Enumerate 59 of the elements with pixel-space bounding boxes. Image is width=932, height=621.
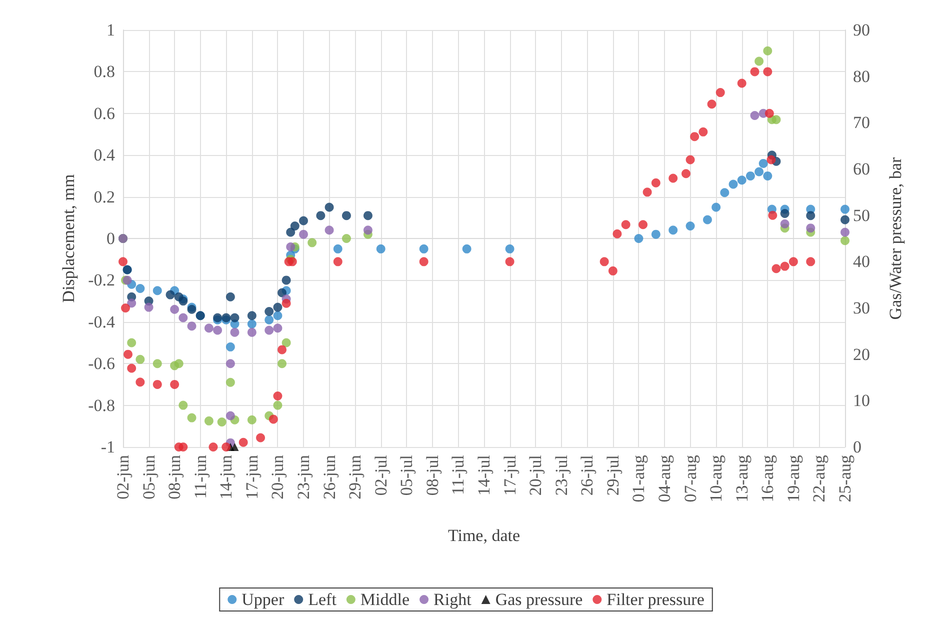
- x-tick-label: 10-aug: [706, 454, 726, 502]
- legend-label: Right: [434, 590, 472, 609]
- x-tick-label: 25-aug: [836, 454, 854, 502]
- x-tick-label: 26-jun: [320, 454, 339, 500]
- y2-tick-label: 90: [853, 20, 870, 40]
- y-tick-label: 0.6: [94, 104, 115, 123]
- x-tick-label: 17-jul: [500, 454, 520, 496]
- x-tick-label: 08-jun: [165, 454, 184, 500]
- y-tick-label: -0.6: [88, 354, 115, 374]
- x-tick-label: 14-jun: [216, 454, 236, 500]
- y-tick-label: 0.2: [94, 187, 115, 206]
- y2-tick-label: 20: [853, 344, 870, 364]
- x-tick-label: 20-jul: [526, 454, 546, 496]
- x-tick-label: 05-jul: [397, 454, 416, 496]
- y-tick-label: 0.8: [94, 62, 115, 82]
- x-tick-label: 07-aug: [680, 454, 700, 502]
- x-tick-label: 13-aug: [732, 454, 752, 502]
- x-tick-label: 01-aug: [629, 454, 648, 502]
- y-tick-label: -1: [100, 438, 115, 456]
- x-tick-label: 20-jun: [268, 454, 288, 500]
- y-tick-label: 0.4: [94, 146, 116, 165]
- x-axis-title: Time, date: [448, 526, 520, 545]
- x-tick-label: 02-jul: [371, 454, 390, 496]
- y2-tick-label: 70: [853, 113, 870, 132]
- y-tick-label: 0: [106, 229, 115, 248]
- x-tick-label: 22-aug: [810, 454, 829, 502]
- x-tick-label: 26-jul: [578, 454, 597, 496]
- x-tick-label: 02-jun: [114, 454, 132, 500]
- y-axis-title: Displacement, mm: [59, 174, 78, 303]
- x-tick-label: 05-jun: [139, 454, 158, 500]
- x-tick-label: 23-jul: [552, 454, 571, 496]
- x-tick-label: 29-jun: [346, 454, 365, 500]
- y2-tick-label: 40: [853, 252, 870, 272]
- x-tick-label: 11-jun: [190, 454, 210, 499]
- y-tick-label: 1: [106, 20, 115, 40]
- y2-tick-label: 50: [853, 206, 870, 225]
- y2-axis-title: Gas/Water pressure, bar: [886, 156, 905, 320]
- x-tick-label: 17-jun: [242, 454, 262, 500]
- y2-tick-label: 10: [853, 391, 870, 410]
- y-tick-label: -0.2: [88, 270, 115, 290]
- x-tick-label: 19-aug: [784, 454, 803, 502]
- legend-label: Filter pressure: [606, 590, 704, 609]
- legend-label: Left: [308, 590, 337, 609]
- legend-label: Gas pressure: [495, 590, 583, 609]
- x-tick-label: 29-jul: [603, 454, 622, 496]
- y2-tick-label: 60: [853, 160, 870, 178]
- x-tick-label: 23-jun: [294, 454, 313, 500]
- x-tick-label: 11-jul: [448, 454, 468, 495]
- y2-tick-label: 80: [853, 66, 870, 86]
- y2-tick-label: 0: [853, 438, 862, 456]
- x-tick-label: 04-aug: [655, 454, 674, 502]
- y-tick-label: -0.8: [88, 396, 115, 415]
- x-tick-label: 08-jul: [422, 454, 442, 496]
- x-tick-label: 16-aug: [758, 454, 778, 502]
- legend-label: Upper: [242, 590, 284, 609]
- x-tick-label: 14-jul: [474, 454, 494, 496]
- y-tick-label: -0.4: [88, 312, 116, 332]
- legend-label: Middle: [360, 590, 410, 609]
- y2-tick-label: 30: [853, 298, 870, 318]
